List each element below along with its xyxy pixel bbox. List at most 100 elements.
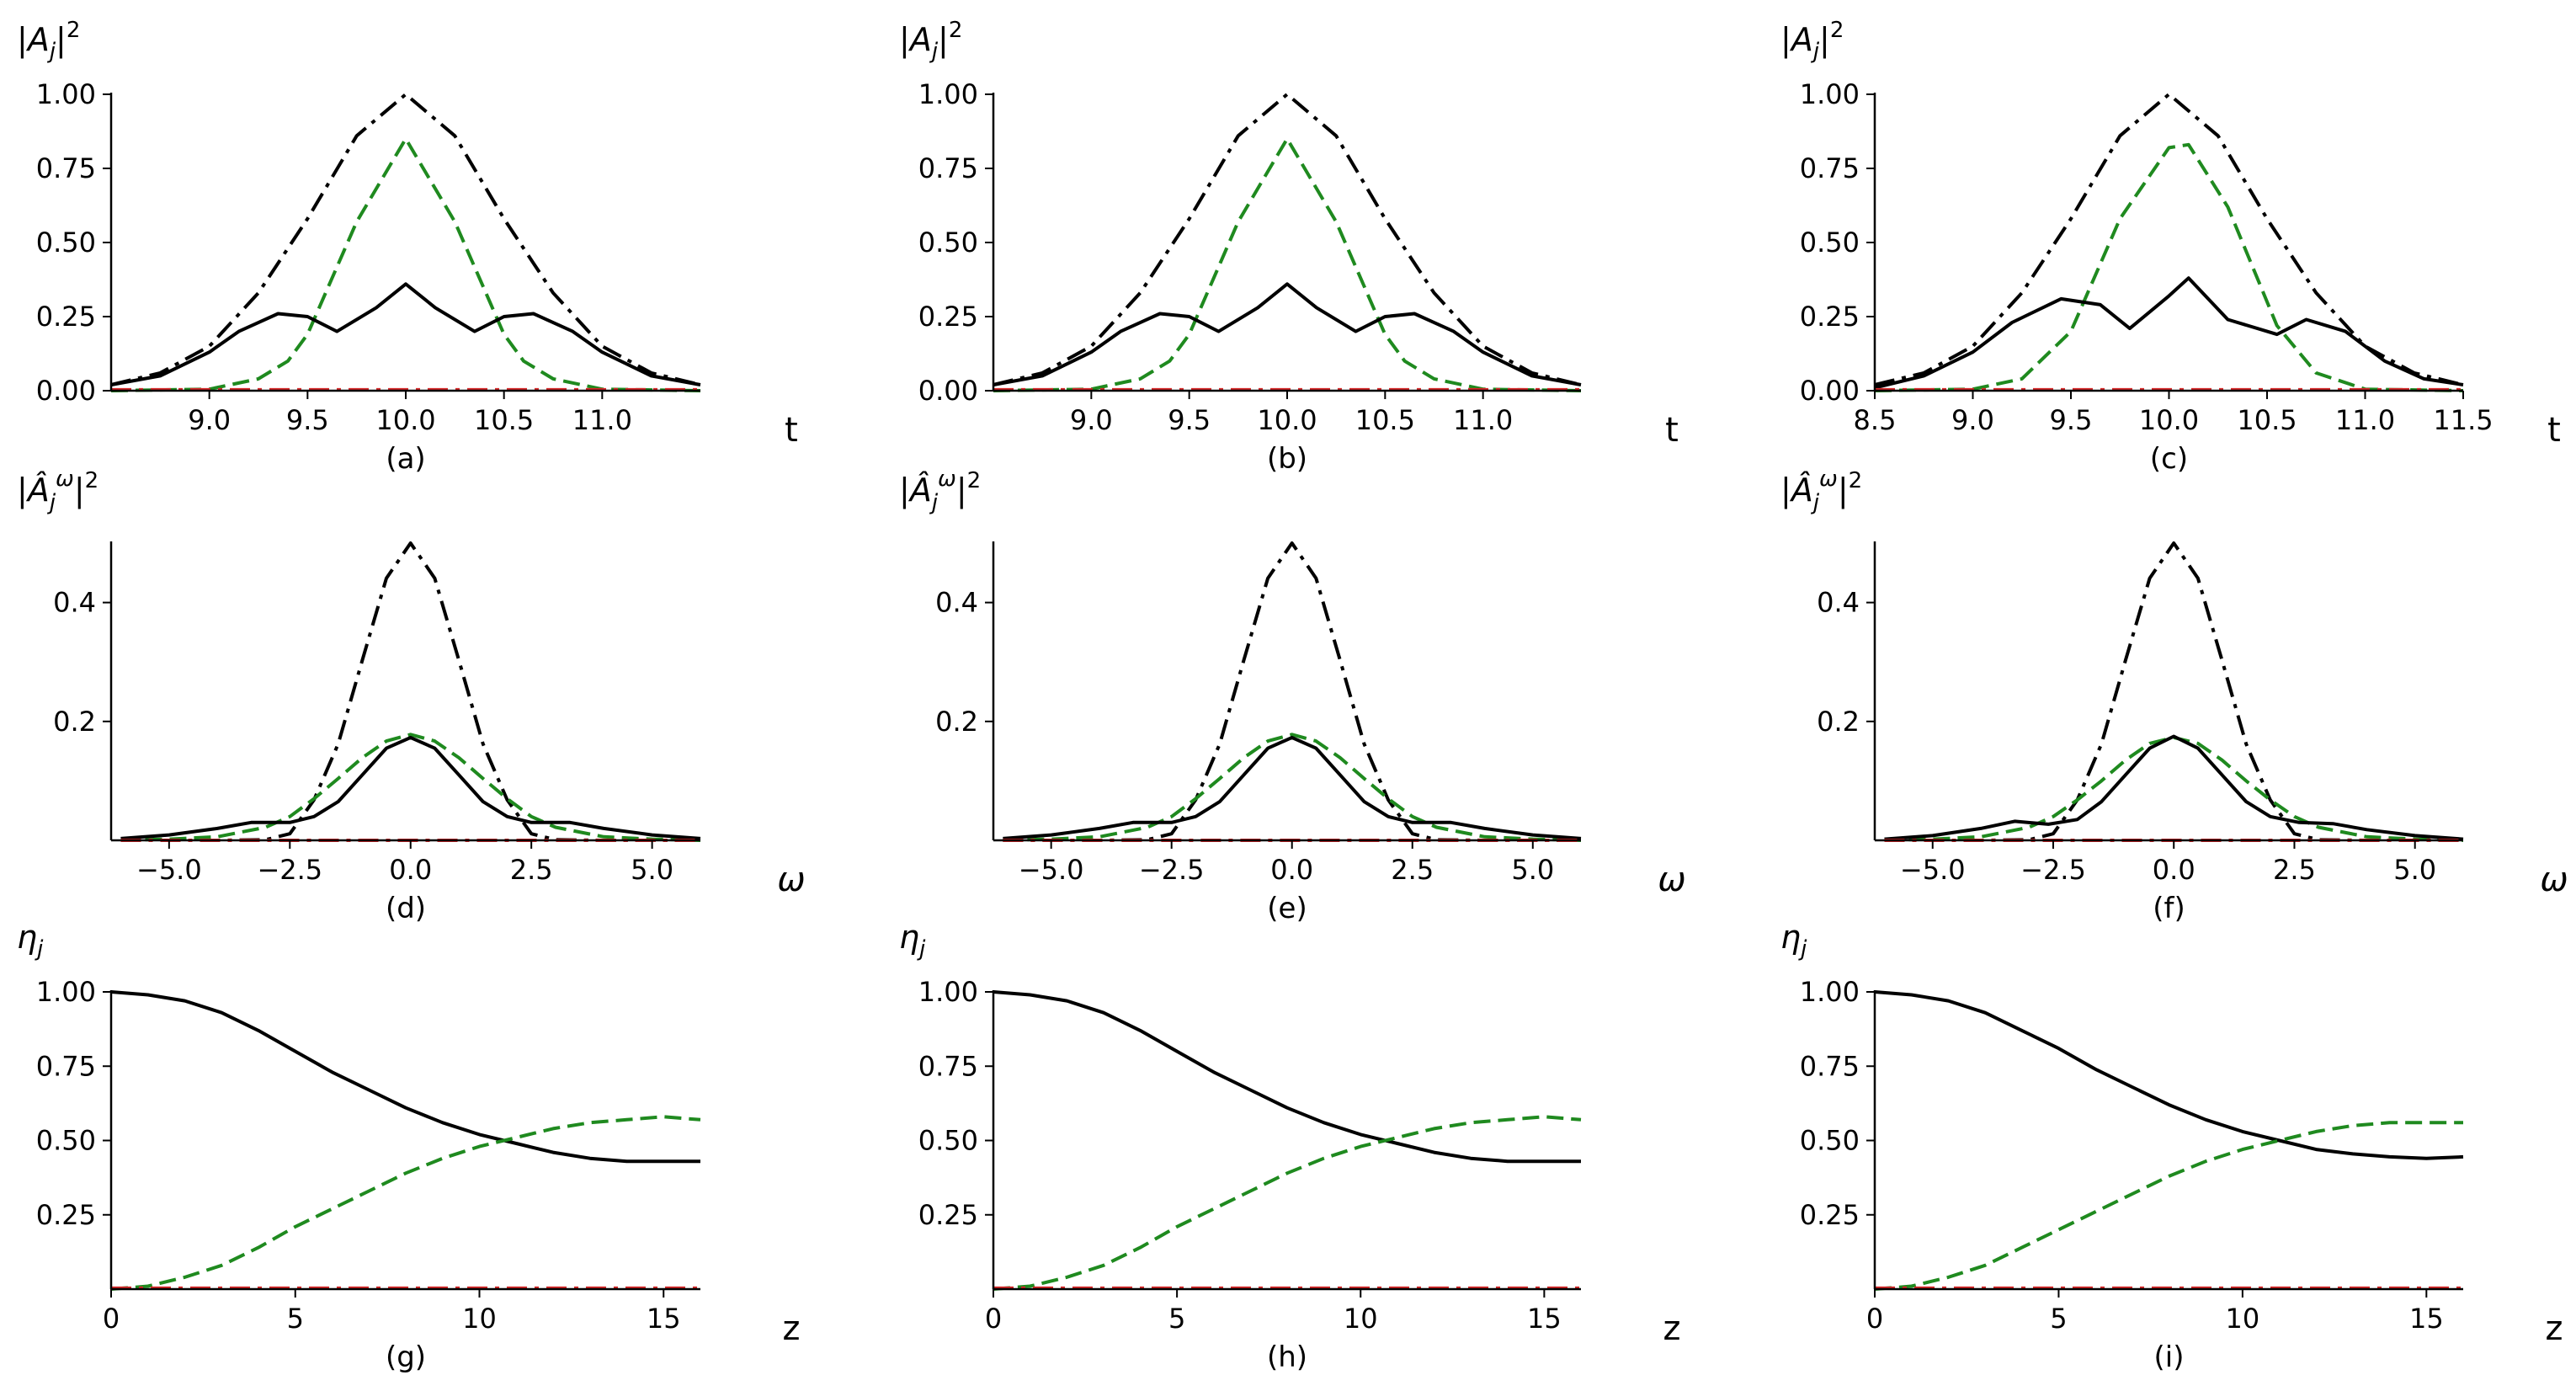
x-tick-label: 5	[2050, 1303, 2067, 1335]
x-axis-label: z	[783, 1309, 801, 1348]
series-line	[110, 136, 701, 392]
series-line	[1884, 734, 2464, 841]
x-axis-label: z	[2546, 1309, 2563, 1348]
panel-h: 0 5 10 15 0.25 0.50 0.75 1.00 z (h)	[918, 976, 1681, 1374]
panel-caption: (f)	[2153, 892, 2185, 925]
y-tick-label: 1.00	[36, 78, 96, 110]
series-line	[1003, 733, 1582, 842]
x-axis-label: t	[2547, 411, 2561, 450]
x-tick-label: 11.0	[2335, 404, 2395, 436]
y-axis-label: |Aj|2	[17, 18, 80, 64]
x-tick-label: 9.5	[1168, 404, 1211, 436]
series-line	[1003, 541, 1581, 842]
y-tick-label: 0.25	[918, 1199, 978, 1231]
panel-caption: (g)	[386, 1340, 426, 1374]
y-tick-label: 0.4	[1817, 587, 1860, 619]
x-tick-label: 0	[985, 1303, 1002, 1335]
x-tick-label: 2.5	[510, 854, 553, 886]
y-axis-label: |Aj|2	[1780, 18, 1844, 64]
panel-e: −5.0 −2.5 0.0 2.5 5.0 0.2 0.4 ω (e)	[935, 541, 1686, 925]
series-line	[1003, 735, 1582, 840]
x-tick-label: 10.0	[1257, 404, 1317, 436]
panel-caption: (h)	[1267, 1340, 1307, 1374]
x-tick-label: −5.0	[1019, 854, 1084, 886]
x-tick-label: 10.0	[2139, 404, 2199, 436]
series-line	[993, 282, 1582, 386]
x-tick-label: 0	[103, 1303, 120, 1335]
x-axis-label: t	[785, 411, 798, 450]
series-line	[1874, 142, 2464, 392]
y-tick-label: 0.25	[1800, 301, 1860, 333]
y-tick-label: 0.4	[53, 587, 96, 619]
x-tick-label: 5	[287, 1303, 304, 1335]
x-tick-label: 2.5	[1391, 854, 1434, 886]
x-tick-label: 15	[1527, 1303, 1562, 1335]
series-line	[1874, 1121, 2463, 1291]
x-tick-label: 5	[1168, 1303, 1185, 1335]
y-tick-label: 1.00	[918, 976, 978, 1008]
y-tick-label: 0.25	[36, 1199, 96, 1231]
series-line	[993, 136, 1582, 392]
x-tick-label: 0	[1866, 1303, 1883, 1335]
x-tick-label: 8.5	[1854, 404, 1897, 436]
series-line	[1874, 93, 2464, 386]
x-tick-label: 9.0	[188, 404, 231, 436]
x-tick-label: 5.0	[631, 854, 673, 886]
x-axis-label: ω	[777, 861, 806, 899]
y-tick-label: 0.75	[1800, 152, 1860, 184]
y-tick-label: 0.50	[36, 227, 96, 258]
y-tick-label: 0.25	[36, 301, 96, 333]
y-tick-label: 0.00	[1800, 375, 1860, 407]
panel-caption: (e)	[1267, 892, 1307, 925]
y-tick-label: 0.75	[36, 152, 96, 184]
y-tick-label: 0.75	[1800, 1050, 1860, 1082]
panel-f: −5.0 −2.5 0.0 2.5 5.0 0.2 0.4 ω (f)	[1817, 541, 2568, 925]
y-tick-label: 0.2	[935, 706, 978, 738]
series-line	[1884, 735, 2464, 842]
y-tick-label: 0.2	[53, 706, 96, 738]
series-line	[120, 735, 701, 840]
y-tick-label: 1.00	[36, 976, 96, 1008]
series-line	[993, 1115, 1582, 1291]
series-line	[110, 1115, 701, 1291]
x-tick-label: 0.0	[1270, 854, 1313, 886]
x-tick-label: 5.0	[1511, 854, 1554, 886]
y-tick-label: 0.50	[36, 1125, 96, 1157]
y-tick-label: 0.2	[1817, 706, 1860, 738]
x-tick-label: 10.5	[1355, 404, 1415, 436]
y-tick-label: 0.00	[36, 375, 96, 407]
series-line	[1884, 541, 2463, 842]
panel-caption: (a)	[386, 442, 425, 476]
panel-caption: (c)	[2150, 442, 2188, 476]
y-axis-label: |Âjω|2	[17, 466, 98, 515]
series-line	[1874, 276, 2464, 390]
y-tick-label: 0.00	[918, 375, 978, 407]
series-line	[110, 282, 701, 386]
y-tick-label: 0.4	[935, 587, 978, 619]
series-line	[120, 733, 701, 842]
x-tick-label: 10	[462, 1303, 497, 1335]
x-tick-label: 2.5	[2273, 854, 2316, 886]
panel-c: 8.5 9.0 9.5 10.0 10.5 11.0 11.5 0.00 0.25 0.50 0.7…	[1800, 78, 2561, 476]
y-tick-label: 0.50	[1800, 1125, 1860, 1157]
y-tick-label: 1.00	[1800, 78, 1860, 110]
x-tick-label: 9.5	[286, 404, 329, 436]
x-tick-label: 10	[2226, 1303, 2260, 1335]
x-tick-label: 10.5	[2237, 404, 2297, 436]
y-tick-label: 0.25	[918, 301, 978, 333]
x-tick-label: −2.5	[2020, 854, 2086, 886]
panel-i: 0 5 10 15 0.25 0.50 0.75 1.00 z (i)	[1800, 976, 2563, 1374]
panel-a: 9.0 9.5 10.0 10.5 11.0 0.00 0.25 0.50 0.75 1.00 t (…	[36, 78, 798, 476]
x-tick-label: 11.0	[1453, 404, 1513, 436]
y-tick-label: 1.00	[918, 78, 978, 110]
x-tick-label: 10.0	[375, 404, 435, 436]
x-tick-label: 5.0	[2393, 854, 2436, 886]
x-tick-label: 0.0	[389, 854, 432, 886]
series-line	[120, 541, 700, 842]
y-axis-label: |Âjω|2	[1780, 466, 1862, 515]
panel-g: 0 5 10 15 0.25 0.50 0.75 1.00 z (g)	[36, 976, 801, 1374]
y-tick-label: 0.75	[918, 1050, 978, 1082]
panel-d: −5.0 −2.5 0.0 2.5 5.0 0.2 0.4 ω (d)	[53, 541, 806, 925]
panel-b: 9.0 9.5 10.0 10.5 11.0 0.00 0.25 0.50 0.75 1.00 t (…	[918, 78, 1679, 476]
series-line	[110, 990, 700, 1164]
